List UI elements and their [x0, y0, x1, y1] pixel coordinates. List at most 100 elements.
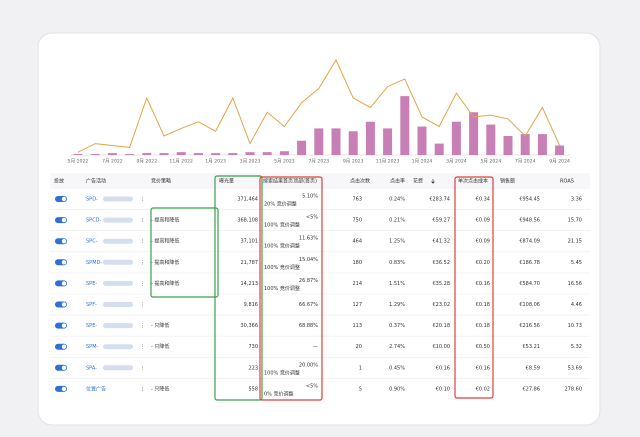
cell-cpc: €0.18 [476, 323, 490, 329]
row-menu[interactable]: ⋮ [140, 197, 145, 203]
x-tick-label: 9月 2024 [549, 159, 570, 165]
cell-cpc: €0.16 [476, 281, 490, 287]
cell-top-rate: 11.63% [299, 236, 318, 242]
row-menu[interactable]: ⋮ [140, 260, 145, 266]
cell-roas: 5.45 [571, 260, 582, 266]
cell-top-rate: 68.88% [299, 323, 318, 329]
cell-cpc: €0.18 [476, 302, 490, 308]
highlight-cpc [454, 176, 494, 399]
cell-strategy: - 提高和降低 [151, 217, 179, 224]
bar [159, 153, 169, 155]
bar [262, 152, 272, 155]
campaign-name[interactable]: SPF- [86, 302, 97, 308]
cell-roas: 278.60 [565, 386, 583, 392]
column-header: 单次点击成本 [458, 178, 488, 185]
toggle-knob [61, 281, 67, 286]
row-menu[interactable]: ⋮ [140, 365, 145, 371]
campaign-name[interactable]: SPE- [86, 323, 97, 329]
cell-spend: €20.18 [433, 323, 451, 329]
x-tick-label: 1月 2023 [205, 159, 226, 165]
column-header: 曝光量 [219, 178, 234, 185]
bar [211, 153, 221, 155]
x-tick-label: 7月 2022 [102, 159, 123, 165]
cell-roas: 3.36 [571, 197, 582, 203]
campaign-name[interactable]: SPA- [86, 365, 97, 371]
cell-impressions: 37,101 [241, 239, 259, 245]
toggle-knob [61, 323, 67, 328]
toggle-knob [61, 344, 67, 349]
bar [279, 151, 289, 155]
cell-cpc: €0.09 [476, 239, 490, 245]
bar [331, 128, 341, 155]
bar [297, 140, 307, 155]
cell-roas: 21.15 [568, 239, 582, 245]
row-menu[interactable]: ⋮ [140, 386, 145, 392]
column-header: 搜索结果首页顶部(首页) [263, 178, 317, 185]
cell-clicks: 763 [352, 197, 362, 203]
column-header: 竞价策略 [151, 178, 171, 185]
cell-spend: €35.28 [433, 281, 451, 287]
cell-top-rate: 20.00% [299, 362, 318, 368]
cell-spend: €283.74 [429, 197, 450, 203]
bar [417, 126, 427, 155]
cell-ctr: 0.45% [389, 365, 405, 371]
cell-spend: €36.52 [433, 260, 451, 266]
blurred-name [103, 217, 133, 223]
bar [125, 154, 135, 155]
toggle-knob [61, 386, 67, 392]
cell-clicks: 127 [352, 302, 362, 308]
highlight-impressions [214, 175, 263, 401]
cell-top-adjust: 100% 竞价调整 [264, 264, 300, 271]
cell-impressions: 30,366 [241, 323, 259, 329]
cell-ctr: 1.51% [389, 281, 405, 287]
campaign-name[interactable]: SPC- [86, 239, 98, 245]
blurred-name [103, 196, 133, 202]
cell-clicks: 214 [352, 281, 362, 287]
cell-clicks: 5 [359, 386, 362, 392]
column-header: 点击次数 [350, 178, 370, 185]
cell-sales: €27.86 [523, 386, 541, 392]
cell-clicks: 113 [352, 323, 362, 329]
column-header: 花费 [413, 178, 423, 185]
campaign-name[interactable]: SPD- [86, 197, 98, 203]
campaign-name[interactable]: SPE- [86, 281, 97, 287]
x-tick-label: 7月 2023 [308, 159, 329, 165]
cell-cpc: €0.09 [476, 218, 490, 224]
cell-top-rate: — [313, 344, 318, 350]
cell-strategy: - 提高和降低 [151, 259, 179, 266]
toggle-knob [61, 239, 67, 244]
x-tick-label: 1月 2024 [412, 159, 433, 165]
cell-spend: €23.02 [433, 302, 451, 308]
cell-sales: €874.09 [519, 239, 540, 245]
bar [365, 121, 375, 155]
campaign-name[interactable]: SPMD- [86, 260, 102, 266]
cell-spend: €0.16 [436, 365, 450, 371]
cell-top-rate: 26.87% [299, 278, 318, 284]
row-menu[interactable]: ⋮ [140, 323, 145, 329]
row-menu[interactable]: ⋮ [140, 344, 145, 350]
cell-impressions: 368,108 [237, 218, 258, 224]
x-tick-label: 3月 2024 [446, 159, 467, 165]
row-menu[interactable]: ⋮ [140, 218, 145, 224]
bar [228, 153, 238, 155]
toggle-knob [61, 217, 67, 223]
blurred-name [103, 238, 133, 244]
campaign-name[interactable]: SPM- [86, 344, 99, 350]
cell-impressions: 371,464 [237, 197, 258, 203]
cell-impressions: 21,787 [241, 260, 259, 266]
cell-clicks: 750 [352, 218, 362, 224]
cell-roas: 16.56 [568, 281, 582, 287]
blurred-name [103, 259, 133, 265]
row-menu[interactable]: ⋮ [140, 302, 145, 308]
blurred-name [103, 302, 133, 307]
bar [400, 96, 410, 155]
campaign-name[interactable]: 位置广告 [86, 385, 106, 392]
cell-strategy: - 只降低 [151, 385, 169, 392]
row-menu[interactable]: ⋮ [140, 239, 145, 245]
cell-top-adjust: 100% 竞价调整 [264, 222, 300, 229]
campaign-name[interactable]: SPCD- [86, 218, 102, 224]
row-menu[interactable]: ⋮ [140, 281, 145, 287]
cell-strategy: - 提高和降低 [151, 238, 179, 245]
cell-impressions: 9,816 [244, 302, 258, 308]
